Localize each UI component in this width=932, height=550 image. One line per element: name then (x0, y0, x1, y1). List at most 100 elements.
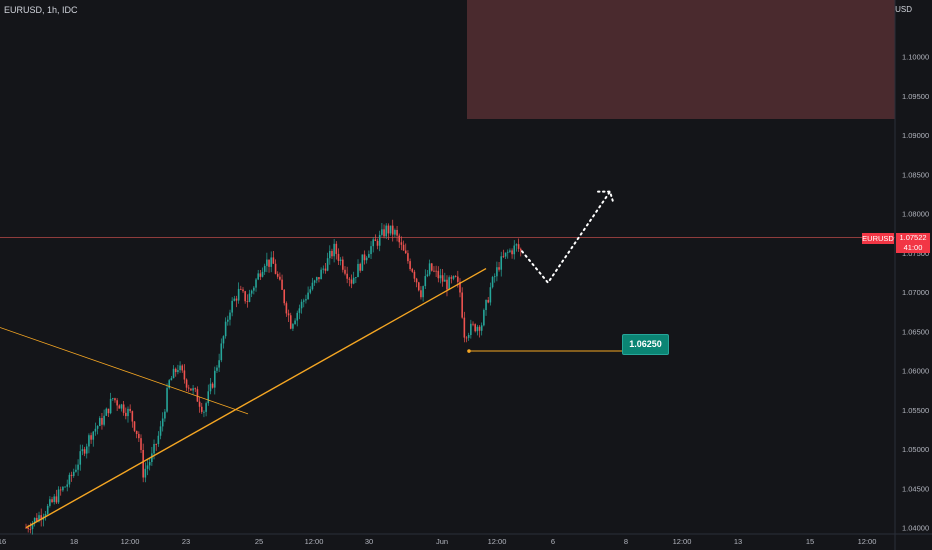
candle-body (148, 462, 151, 466)
candle-body (155, 444, 157, 445)
candle-body (231, 300, 233, 313)
candle-body (105, 408, 108, 416)
candle-body (51, 499, 53, 502)
candle-body (413, 271, 416, 279)
candle-body (487, 299, 490, 303)
candle-body (289, 315, 292, 329)
candle-body (179, 365, 181, 371)
candle-body (415, 278, 418, 283)
candle-body (159, 426, 162, 436)
candle-body (112, 398, 114, 400)
candle-body (237, 288, 240, 301)
time-axis[interactable]: 16 18 12:00 23 25 12:00 30 Jun 12:00 6 8 12:00 13 15 1… (0, 537, 876, 546)
candle-body (493, 276, 496, 278)
candle-body (305, 299, 307, 301)
price-axis[interactable]: 1.10000 1.09500 1.09000 1.08500 1.08000 1.075… (902, 53, 929, 533)
candle-body (98, 418, 101, 427)
symbol-label[interactable]: EURUSD, 1h, IDC (4, 5, 78, 15)
candle-body (77, 464, 79, 470)
candle-body (185, 379, 188, 388)
candle-body (253, 287, 255, 291)
candle-body (459, 281, 461, 293)
candle-body (420, 290, 422, 298)
candle-body (292, 324, 294, 329)
candle-body (363, 254, 366, 261)
candle-body (383, 229, 385, 237)
candle-body (422, 286, 424, 298)
candle-body (394, 229, 396, 235)
rising-trendline[interactable] (25, 267, 487, 529)
candle-body (276, 273, 279, 277)
candle-body (326, 258, 329, 271)
candle-body (452, 276, 455, 279)
candle-body (474, 324, 476, 332)
candle-body (257, 273, 259, 280)
candle-body (331, 250, 333, 257)
descending-line[interactable] (0, 327, 249, 415)
projection-path[interactable] (521, 190, 611, 285)
candle-body (348, 278, 351, 280)
candle-body (335, 243, 338, 254)
time-tick-label: 16 (0, 537, 6, 546)
candle-body (448, 277, 450, 290)
candle-body (107, 408, 110, 414)
time-tick-label: 12:00 (673, 537, 692, 546)
candle-body (346, 273, 348, 279)
candle-body (476, 326, 479, 332)
candle-body (296, 312, 299, 321)
candle-body (129, 408, 131, 412)
candle-body (311, 282, 314, 290)
candle-body (496, 267, 498, 277)
level-price-label[interactable]: 1.06250 (622, 334, 669, 355)
candle-body (298, 308, 301, 313)
time-tick-label: 12:00 (121, 537, 140, 546)
time-tick-label: 12:00 (305, 537, 324, 546)
price-tick-label: 1.08500 (902, 170, 929, 179)
time-tick-label: 15 (806, 537, 814, 546)
price-tick-label: 1.07500 (902, 249, 929, 258)
candle-body (59, 489, 62, 491)
candle-body (450, 277, 453, 279)
candle-body (387, 225, 390, 234)
candle-body (491, 277, 494, 288)
time-tick-label: 25 (255, 537, 263, 546)
candles-layer (25, 219, 522, 535)
candle-body (461, 292, 463, 318)
price-tick-label: 1.10000 (902, 53, 929, 62)
candle-body (138, 433, 140, 439)
candle-body (68, 474, 71, 485)
candle-body (246, 301, 249, 303)
candle-body (125, 412, 127, 417)
candle-body (90, 435, 92, 440)
candle-body (207, 391, 210, 404)
bar-countdown: 41:00 (903, 243, 923, 252)
candle-body (337, 253, 340, 261)
candle-body (409, 261, 411, 270)
candle-body (439, 275, 442, 279)
candle-body (350, 279, 353, 284)
candle-body (118, 405, 121, 409)
candle-body (200, 406, 203, 412)
candle-body (300, 301, 303, 309)
candle-body (103, 415, 105, 425)
candle-body (79, 451, 82, 465)
candle-body (142, 449, 144, 478)
candle-body (166, 388, 168, 412)
drawings-layer[interactable] (0, 190, 622, 529)
candle-body (329, 250, 331, 259)
candle-body (426, 274, 429, 277)
candle-body (133, 421, 136, 431)
candle-body (172, 368, 175, 379)
resistance-zone[interactable] (467, 0, 895, 119)
projection-arrow-head (597, 190, 614, 203)
candle-body (400, 242, 403, 245)
candle-body (255, 279, 257, 288)
candle-body (472, 323, 474, 325)
current-price-value: 1.07522 (899, 233, 927, 242)
candle-body (170, 378, 173, 381)
candle-body (374, 239, 377, 241)
candle-body (344, 269, 346, 274)
candle-body (313, 280, 316, 283)
candle-body (430, 263, 433, 271)
